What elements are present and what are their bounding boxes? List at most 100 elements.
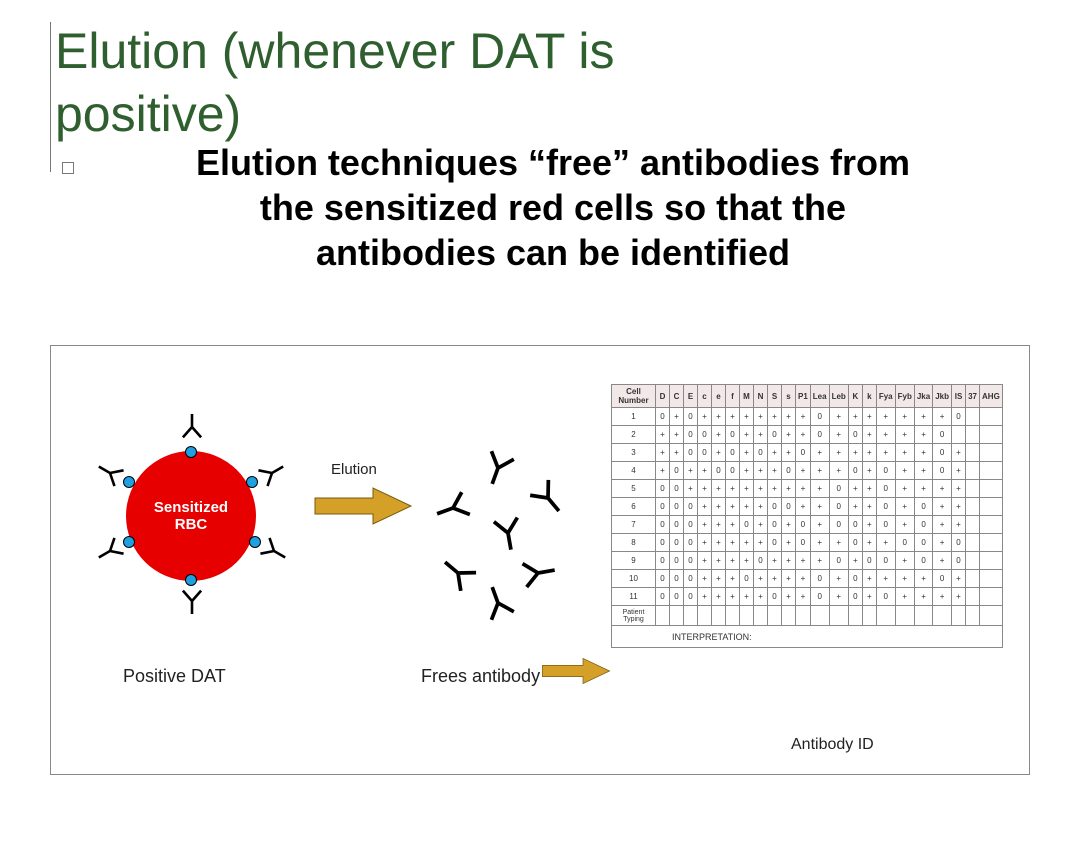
panel-cell: 0 — [810, 588, 829, 606]
panel-column-header: Cell Number — [612, 385, 656, 408]
panel-cell: + — [698, 570, 712, 588]
panel-column-header: e — [712, 385, 726, 408]
panel-row: 3++00+0+0++0+++++++0+ — [612, 444, 1003, 462]
panel-cell: 0 — [782, 462, 796, 480]
panel-cell — [980, 426, 1003, 444]
panel-cell: + — [726, 498, 740, 516]
panel-cell: + — [914, 444, 932, 462]
panel-cell: + — [670, 408, 684, 426]
panel-cell: + — [712, 480, 726, 498]
panel-cell: 0 — [684, 444, 698, 462]
panel-column-header: S — [768, 385, 782, 408]
panel-cell: + — [768, 408, 782, 426]
interpretation-label: INTERPRETATION: — [612, 626, 1003, 648]
antibody-id-caption: Antibody ID — [791, 736, 874, 754]
panel-cell: + — [914, 426, 932, 444]
panel-cell — [712, 606, 726, 626]
panel-cell: 0 — [848, 588, 862, 606]
panel-cell: + — [726, 408, 740, 426]
panel-cell: + — [712, 516, 726, 534]
panel-cell: 0 — [914, 498, 932, 516]
panel-row: 4+0++00+++0+++0+0++0+ — [612, 462, 1003, 480]
panel-cell: + — [952, 462, 966, 480]
panel-cell: 0 — [684, 408, 698, 426]
panel-cell — [848, 606, 862, 626]
panel-cell: + — [862, 588, 876, 606]
antibody-icon — [256, 533, 292, 569]
panel-cell: + — [810, 498, 829, 516]
panel-cell: + — [740, 588, 754, 606]
panel-cell: + — [698, 498, 712, 516]
panel-cell: 0 — [810, 426, 829, 444]
panel-cell — [980, 588, 1003, 606]
panel-cell: + — [876, 534, 895, 552]
panel-cell: 0 — [876, 516, 895, 534]
panel-cell — [980, 516, 1003, 534]
panel-cell — [876, 606, 895, 626]
free-antibody-diagram — [421, 446, 581, 626]
antibody-icon — [431, 486, 475, 530]
panel-cell: 11 — [612, 588, 656, 606]
antibody-icon — [488, 513, 527, 552]
panel-cell: 8 — [612, 534, 656, 552]
panel-cell: + — [810, 534, 829, 552]
antibody-icon — [524, 474, 572, 522]
panel-cell: 0 — [952, 552, 966, 570]
panel-cell: + — [952, 588, 966, 606]
panel-cell: 0 — [656, 480, 670, 498]
panel-cell: + — [656, 444, 670, 462]
rbc-circle: SensitizedRBC — [126, 451, 256, 581]
body-line1: Elution techniques “free” antibodies fro… — [196, 142, 910, 183]
panel-cell: + — [782, 552, 796, 570]
panel-cell: + — [933, 552, 952, 570]
panel-cell: + — [862, 516, 876, 534]
antibody-icon — [254, 455, 290, 491]
panel-cell: + — [670, 426, 684, 444]
panel-column-header: Lea — [810, 385, 829, 408]
panel-cell — [670, 606, 684, 626]
panel-cell: 0 — [768, 516, 782, 534]
antigen-dot — [246, 476, 258, 488]
panel-cell: + — [782, 570, 796, 588]
rbc-diagram: SensitizedRBC — [81, 406, 301, 626]
panel-cell: + — [782, 588, 796, 606]
panel-cell: + — [796, 552, 811, 570]
panel-cell: + — [914, 408, 932, 426]
panel-cell — [895, 606, 914, 626]
panel-cell: + — [933, 534, 952, 552]
antibody-icon — [179, 414, 205, 440]
panel-cell — [966, 498, 980, 516]
panel-cell: 0 — [952, 534, 966, 552]
panel-cell — [782, 606, 796, 626]
panel-cell: 0 — [670, 480, 684, 498]
body-line2: the sensitized red cells so that the — [260, 187, 846, 228]
panel-cell: 0 — [796, 516, 811, 534]
panel-cell: 5 — [612, 480, 656, 498]
panel-cell — [796, 606, 811, 626]
interpretation-row: INTERPRETATION: — [612, 626, 1003, 648]
body-line3: antibodies can be identified — [316, 232, 790, 273]
panel-cell: + — [810, 480, 829, 498]
panel-cell: + — [712, 444, 726, 462]
panel-cell: + — [726, 516, 740, 534]
panel-cell: 0 — [754, 552, 768, 570]
panel-cell — [754, 606, 768, 626]
title-line2: positive) — [55, 86, 241, 142]
panel-cell: + — [768, 552, 782, 570]
panel-cell: + — [862, 408, 876, 426]
panel-cell: + — [726, 480, 740, 498]
panel-cell: + — [895, 498, 914, 516]
antibody-icon — [434, 549, 482, 597]
panel-cell: 4 — [612, 462, 656, 480]
rbc-label: SensitizedRBC — [154, 499, 228, 534]
panel-column-header: AHG — [980, 385, 1003, 408]
antibody-panel: Cell NumberDCEcefMNSsP1LeaLebKkFyaFybJka… — [611, 384, 1016, 648]
panel-cell: 0 — [656, 498, 670, 516]
panel-cell: + — [810, 516, 829, 534]
panel-row: 2++00+0++0++0+0++++0 — [612, 426, 1003, 444]
panel-cell — [966, 408, 980, 426]
panel-cell: 0 — [670, 498, 684, 516]
panel-cell: 0 — [796, 444, 811, 462]
antibody-icon — [92, 533, 128, 569]
panel-cell: 0 — [684, 588, 698, 606]
